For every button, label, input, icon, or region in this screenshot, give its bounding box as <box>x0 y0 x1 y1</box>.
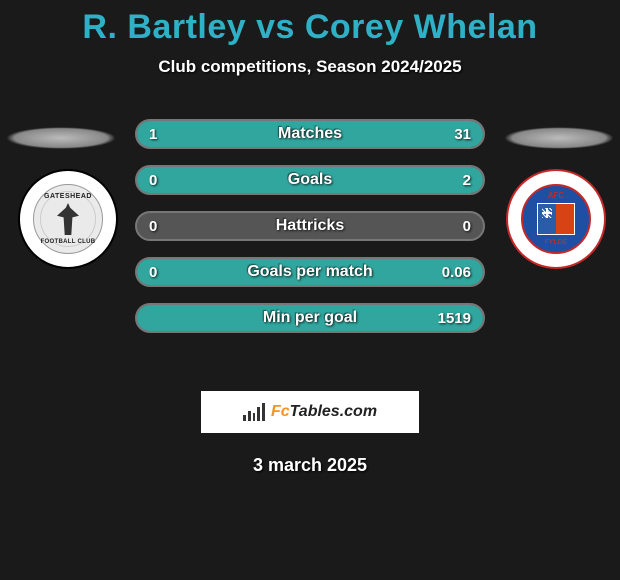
stat-label: Min per goal <box>137 309 483 327</box>
stat-bar: 0Goals per match0.06 <box>135 257 485 287</box>
shadow-right <box>504 127 614 149</box>
brand-text: FcTables.com <box>271 403 377 421</box>
stat-value-right: 0.06 <box>442 264 471 281</box>
subtitle: Club competitions, Season 2024/2025 <box>0 57 620 77</box>
shadow-left <box>6 127 116 149</box>
stat-bar: 0Hattricks0 <box>135 211 485 241</box>
stat-value-right: 31 <box>454 126 471 143</box>
stat-label: Goals <box>137 171 483 189</box>
team-badge-right: AFC FYLDE <box>506 169 606 269</box>
badge-left-inner: GATESHEAD FOOTBALL CLUB <box>33 184 103 254</box>
brand-box[interactable]: FcTables.com <box>201 391 419 433</box>
stat-value-right: 0 <box>463 218 471 235</box>
stat-value-right: 2 <box>463 172 471 189</box>
stat-label: Hattricks <box>137 217 483 235</box>
stat-bars: 1Matches310Goals20Hattricks00Goals per m… <box>135 119 485 349</box>
stat-label: Goals per match <box>137 263 483 281</box>
stat-bar: 1Matches31 <box>135 119 485 149</box>
badge-right-top: AFC <box>548 191 564 200</box>
stat-value-right: 1519 <box>438 310 471 327</box>
badge-right-inner: AFC FYLDE <box>521 184 591 254</box>
badge-left-text-top: GATESHEAD <box>44 193 92 200</box>
badge-right-bottom: FYLDE <box>545 239 568 246</box>
stat-label: Matches <box>137 125 483 143</box>
badge-left-text-bottom: FOOTBALL CLUB <box>41 239 96 245</box>
brand-prefix: Fc <box>271 403 290 420</box>
chart-icon <box>243 403 265 421</box>
angel-icon <box>57 203 79 235</box>
stat-bar: 0Goals2 <box>135 165 485 195</box>
page-title: R. Bartley vs Corey Whelan <box>0 0 620 47</box>
comparison-content: GATESHEAD FOOTBALL CLUB AFC FYLDE 1Match… <box>0 107 620 377</box>
team-badge-left: GATESHEAD FOOTBALL CLUB <box>18 169 118 269</box>
date-text: 3 march 2025 <box>0 455 620 476</box>
brand-suffix: Tables.com <box>290 403 377 420</box>
stat-bar: Min per goal1519 <box>135 303 485 333</box>
badge-right-center-icon <box>537 203 575 235</box>
